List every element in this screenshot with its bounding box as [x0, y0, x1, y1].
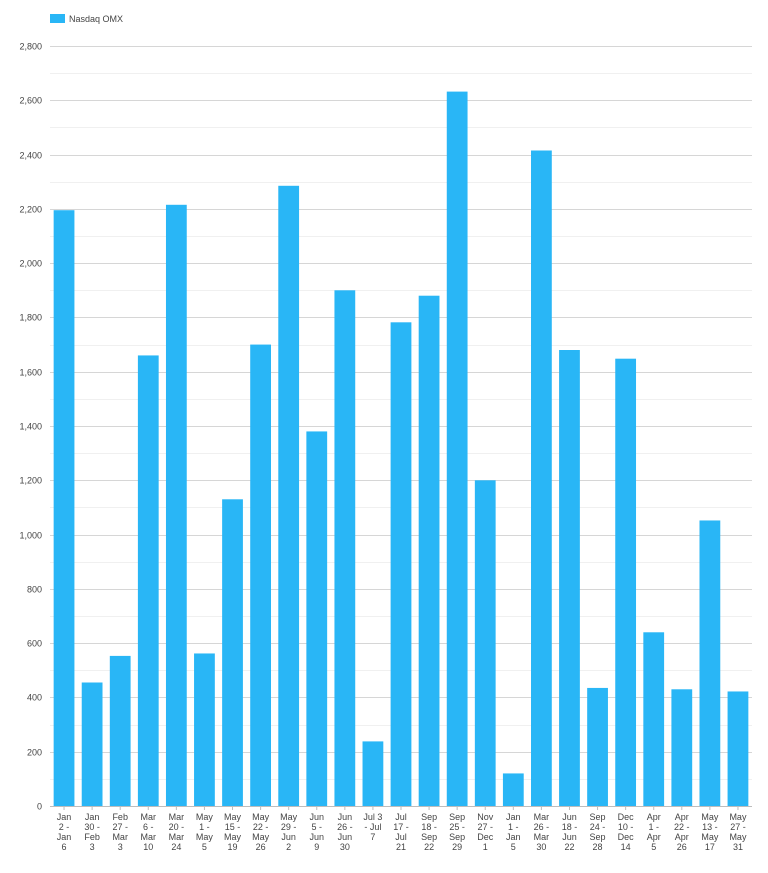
y-tick-label: 1,200 — [19, 476, 42, 486]
x-tick-label: Mar 26 -Mar 30 — [534, 812, 550, 852]
bar[interactable] — [615, 358, 637, 806]
y-tick-label: 2,000 — [19, 259, 42, 269]
bar[interactable] — [306, 431, 328, 806]
x-tick-label: May 15 -May 19 — [224, 812, 242, 852]
x-tick-label: Jan 1 -Jan 5 — [506, 812, 521, 852]
x-tick-label: May 22 -May 26 — [252, 812, 270, 852]
bar[interactable] — [671, 689, 693, 806]
y-tick-label: 1,800 — [19, 313, 42, 323]
x-tick-label: Apr 1 -Apr 5 — [647, 812, 661, 852]
bar[interactable] — [587, 687, 608, 806]
bar[interactable] — [334, 290, 356, 806]
bar[interactable] — [531, 150, 552, 807]
x-tick-label: Jun 5 -Jun 9 — [310, 812, 325, 852]
x-tick-label: May 29 -Jun 2 — [280, 812, 298, 852]
bar[interactable] — [502, 773, 524, 806]
bar[interactable] — [53, 210, 75, 806]
x-tick-label: May 13 -May 17 — [701, 812, 719, 852]
y-tick-label: 1,000 — [19, 531, 42, 541]
y-tick-label: 800 — [27, 585, 42, 595]
y-axis: 0 200 400 600 800 1,000 1,200 1,400 1,600 1,800 2,… — [19, 42, 42, 812]
bar[interactable] — [446, 91, 468, 807]
x-tick-label: Feb 27 -Mar 3 — [112, 812, 128, 852]
x-tick-label: Jul 17 -Jul 21 — [393, 812, 409, 852]
x-tick-label: Jan 30 -Feb 3 — [84, 812, 100, 852]
legend-swatch — [50, 14, 65, 23]
bar[interactable] — [278, 185, 300, 807]
x-tick-label: Apr 22 -Apr 26 — [674, 812, 690, 852]
y-tick-label: 0 — [37, 802, 42, 812]
x-tick-label: Jan 2 -Jan 6 — [57, 812, 72, 852]
bar[interactable] — [165, 204, 187, 807]
bar[interactable] — [81, 682, 103, 807]
bar[interactable] — [194, 653, 215, 806]
x-tick-label: Mar 6 -Mar 10 — [141, 812, 157, 852]
bar[interactable] — [362, 741, 384, 806]
y-tick-label: 1,600 — [19, 368, 42, 378]
bar[interactable] — [643, 632, 665, 806]
y-tick-label: 600 — [27, 639, 42, 649]
bar[interactable] — [474, 480, 496, 806]
bars — [53, 91, 749, 807]
x-tick-label: Sep 24 -Sep 28 — [590, 812, 606, 852]
x-tick-label: Dec 10 -Dec 14 — [618, 812, 635, 852]
x-axis: Jan 2 -Jan 6 Jan 30 -Feb 3 Feb 27 -Mar 3 Mar 6 -Ma… — [57, 806, 747, 852]
bar[interactable] — [222, 499, 243, 806]
y-tick-label: 2,800 — [19, 42, 42, 52]
bar[interactable] — [137, 355, 159, 806]
y-tick-label: 200 — [27, 748, 42, 758]
x-tick-label: May 27 -May 31 — [729, 812, 747, 852]
x-tick-label: Sep 25 -Sep 29 — [449, 812, 465, 852]
x-tick-label: Nov 27 -Dec 1 — [477, 812, 494, 852]
bar[interactable] — [418, 295, 440, 806]
y-tick-label: 2,600 — [19, 96, 42, 106]
legend[interactable]: Nasdaq OMX — [50, 14, 123, 24]
y-tick-label: 1,400 — [19, 422, 42, 432]
bar[interactable] — [250, 344, 271, 806]
bar[interactable] — [559, 350, 580, 806]
legend-label: Nasdaq OMX — [69, 14, 123, 24]
bar[interactable] — [109, 655, 131, 806]
y-tick-label: 400 — [27, 693, 42, 703]
bar[interactable] — [727, 691, 749, 806]
x-tick-label: Mar 20 -Mar 24 — [169, 812, 185, 852]
x-tick-label: May 1 -May 5 — [196, 812, 214, 852]
x-tick-label: Jul 3- Jul 7 — [363, 812, 382, 842]
x-tick-label: Jun 18 -Jun 22 — [562, 812, 578, 852]
x-tick-label: Sep 18 -Sep 22 — [421, 812, 437, 852]
y-tick-label: 2,200 — [19, 205, 42, 215]
bar[interactable] — [390, 322, 412, 806]
y-tick-label: 2,400 — [19, 151, 42, 161]
bar[interactable] — [699, 520, 721, 806]
x-tick-label: Jun 26 -Jun 30 — [337, 812, 353, 852]
